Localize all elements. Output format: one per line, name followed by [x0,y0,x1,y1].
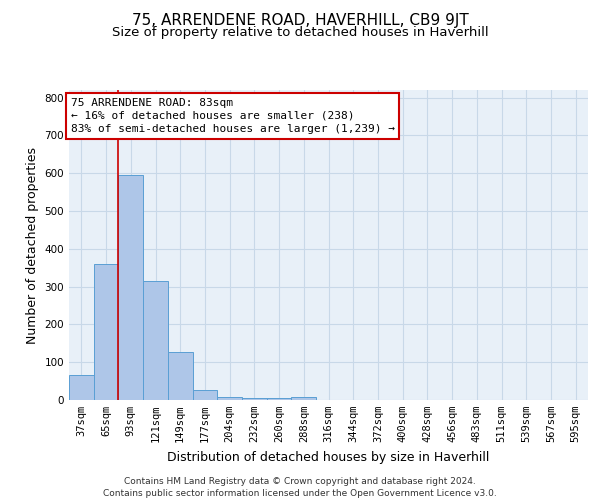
Text: Contains HM Land Registry data © Crown copyright and database right 2024.
Contai: Contains HM Land Registry data © Crown c… [103,476,497,498]
Bar [242,398,267,400]
Bar [143,280,168,400]
Y-axis label: Number of detached properties: Number of detached properties [26,146,39,344]
Bar [118,175,143,400]
Bar [193,390,217,400]
Bar [217,396,242,400]
Text: 75, ARRENDENE ROAD, HAVERHILL, CB9 9JT: 75, ARRENDENE ROAD, HAVERHILL, CB9 9JT [131,12,469,28]
Text: 75 ARRENDENE ROAD: 83sqm
← 16% of detached houses are smaller (238)
83% of semi-: 75 ARRENDENE ROAD: 83sqm ← 16% of detach… [71,98,395,134]
Text: Size of property relative to detached houses in Haverhill: Size of property relative to detached ho… [112,26,488,39]
Bar [168,352,193,400]
X-axis label: Distribution of detached houses by size in Haverhill: Distribution of detached houses by size … [167,450,490,464]
Bar [292,397,316,400]
Bar [267,398,292,400]
Bar [94,264,118,400]
Bar [69,374,94,400]
